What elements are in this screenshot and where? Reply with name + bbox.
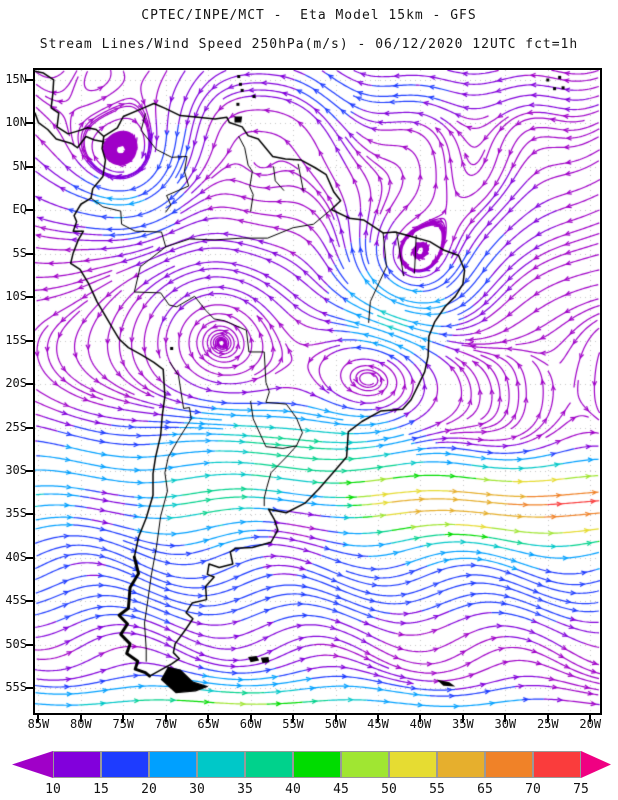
lat-tick (26, 687, 33, 690)
colorbar-level-label: 65 (477, 782, 493, 797)
colorbar-segment (293, 751, 341, 778)
lon-tick (376, 715, 379, 722)
lon-tick (504, 715, 507, 722)
lon-tick-label: 50W (324, 717, 347, 731)
map-plot-area: 15N 10N 5N EQ 5S 10S 15S 20S 25S 30S 35S 40S 45S 50S 5… (5, 68, 602, 731)
colorbar-level-label: 15 (93, 782, 109, 797)
lat-tick-label: 15S (5, 332, 27, 347)
lat-tick (26, 426, 33, 429)
lon-tick (589, 715, 592, 722)
colorbar-above-arrow (581, 751, 611, 778)
lon-tick-label: 40W (409, 717, 432, 731)
lon-tick-label: 25W (536, 717, 559, 731)
lat-tick-label: 35S (5, 506, 27, 521)
colorbar-level-label: 70 (525, 782, 541, 797)
lon-tick (122, 715, 125, 722)
lat-tick (26, 643, 33, 646)
colorbar-segment (533, 751, 581, 778)
lon-tick (546, 715, 549, 722)
colorbar-level-label: 20 (141, 782, 157, 797)
lat-tick (26, 296, 33, 299)
lat-tick (26, 513, 33, 516)
lat-tick-label: EQ (12, 202, 27, 217)
chart-subtitle: Stream Lines/Wind Speed 250hPa(m/s) - 06… (39, 37, 579, 52)
wind-speed-colorbar: 10 15 20 30 35 40 45 50 55 65 70 75 (0, 746, 618, 798)
lon-tick-label: 20W (579, 717, 602, 731)
lon-tick-label: 65W (197, 717, 220, 731)
lat-tick (26, 78, 33, 81)
lat-tick-label: 5N (12, 158, 27, 173)
colorbar-level-label: 40 (285, 782, 301, 797)
lat-tick-label: 10S (5, 289, 27, 304)
colorbar-level-label: 35 (237, 782, 253, 797)
lat-tick (26, 383, 33, 386)
lat-tick (26, 165, 33, 168)
colorbar-segment (101, 751, 149, 778)
lon-tick (419, 715, 422, 722)
colorbar-segment (53, 751, 101, 778)
lat-tick-label: 45S (5, 593, 27, 608)
colorbar-below-arrow (12, 751, 53, 778)
lat-tick (26, 339, 33, 342)
lat-tick (26, 600, 33, 603)
lat-tick-label: 50S (5, 636, 27, 651)
colorbar-segment (149, 751, 197, 778)
colorbar-level-label: 50 (381, 782, 397, 797)
lon-tick-label: 80W (70, 717, 92, 731)
lon-tick-label: 45W (367, 717, 389, 731)
colorbar-segment (389, 751, 437, 778)
lon-tick (292, 715, 295, 722)
colorbar-segment (341, 751, 389, 778)
chart-title: CPTEC/INPE/MCT - Eta Model 15km - GFS (141, 8, 477, 23)
lat-tick (26, 556, 33, 559)
lon-tick (207, 715, 210, 722)
lon-tick (164, 715, 167, 722)
lon-tick (37, 715, 40, 722)
colorbar-level-label: 75 (573, 782, 589, 797)
lon-tick-label: 60W (239, 717, 262, 731)
lat-tick-label: 30S (5, 463, 27, 477)
lat-tick (26, 252, 33, 255)
lat-tick-label: 5S (12, 245, 27, 260)
lat-tick-label: 20S (5, 376, 27, 391)
lon-tick-label: 70W (154, 717, 177, 731)
lon-tick-label: 75W (112, 717, 135, 731)
colorbar-segment (197, 751, 245, 778)
colorbar-segment (437, 751, 485, 778)
lat-tick-label: 40S (5, 549, 27, 564)
lon-tick-label: 30W (494, 717, 517, 731)
lat-tick-label: 25S (5, 419, 27, 434)
colorbar-end-arrows (12, 751, 611, 778)
streamline-map-canvas (35, 70, 600, 713)
lon-tick (461, 715, 464, 722)
colorbar-segment (485, 751, 533, 778)
colorbar-level-label: 45 (333, 782, 349, 797)
colorbar-level-label: 10 (45, 782, 61, 797)
lon-tick (249, 715, 252, 722)
lat-tick (26, 122, 33, 125)
lon-tick-label: 35W (452, 717, 474, 731)
lat-tick-label: 15N (5, 71, 27, 86)
colorbar-segment (245, 751, 293, 778)
lon-tick-label: 55W (282, 717, 304, 731)
lon-tick (79, 715, 82, 722)
lat-tick (26, 470, 33, 472)
lat-tick-label: 10N (5, 115, 27, 130)
colorbar-level-label: 55 (429, 782, 445, 797)
lat-tick-label: 55S (5, 680, 27, 695)
lon-tick (334, 715, 337, 722)
lat-tick (26, 209, 33, 212)
colorbar-level-label: 30 (189, 782, 205, 797)
lon-tick-label: 85W (27, 717, 50, 731)
